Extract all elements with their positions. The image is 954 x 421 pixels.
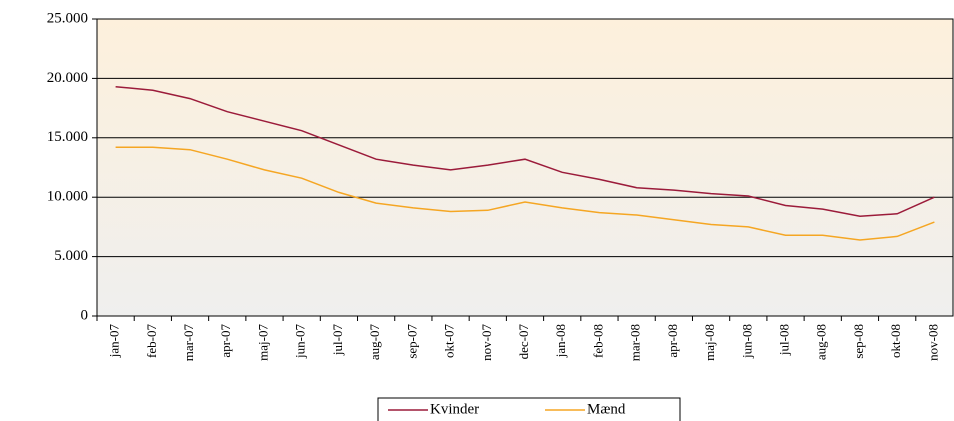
x-tick-label: mar-08 bbox=[628, 324, 643, 361]
x-tick-label: mar-07 bbox=[181, 324, 196, 362]
x-tick-label: feb-07 bbox=[144, 324, 159, 358]
x-tick-label: nov-07 bbox=[479, 324, 494, 361]
line-series bbox=[115, 146, 935, 241]
y-tick-label: 0 bbox=[81, 307, 89, 323]
line-series bbox=[115, 85, 935, 217]
x-tick-label: jul-07 bbox=[330, 324, 345, 357]
x-tick-label: okt-07 bbox=[442, 324, 457, 358]
x-tick-label: jan-07 bbox=[107, 324, 122, 359]
x-tick-label: nov-08 bbox=[925, 324, 940, 361]
x-tick-label: jul-08 bbox=[777, 324, 792, 356]
legend bbox=[377, 397, 681, 421]
plot-area bbox=[96, 18, 954, 317]
x-tick-label: maj-07 bbox=[255, 324, 270, 361]
x-tick-label: sep-08 bbox=[851, 324, 866, 359]
x-tick-label: jun-07 bbox=[293, 324, 308, 359]
y-tick-label: 25.000 bbox=[47, 10, 88, 26]
x-tick-label: apr-08 bbox=[665, 324, 680, 358]
x-tick-label: okt-08 bbox=[888, 324, 903, 358]
y-tick-label: 15.000 bbox=[47, 129, 88, 145]
x-tick-label: sep-07 bbox=[404, 324, 419, 359]
y-tick-label: 10.000 bbox=[47, 189, 88, 205]
x-tick-label: jan-08 bbox=[553, 324, 568, 358]
x-tick-label: feb-08 bbox=[590, 324, 605, 358]
legend-label: Kvinder bbox=[430, 401, 479, 417]
x-tick-label: maj-08 bbox=[702, 324, 717, 361]
y-tick-label: 5.000 bbox=[54, 248, 88, 264]
x-tick-label: aug-07 bbox=[367, 324, 382, 361]
legend-label: Mænd bbox=[587, 401, 626, 417]
x-tick-label: aug-08 bbox=[814, 324, 829, 360]
x-tick-label: apr-07 bbox=[218, 324, 233, 358]
x-tick-label: jun-08 bbox=[739, 324, 754, 359]
x-tick-label: dec-07 bbox=[516, 324, 531, 360]
y-tick-label: 20.000 bbox=[47, 70, 88, 86]
